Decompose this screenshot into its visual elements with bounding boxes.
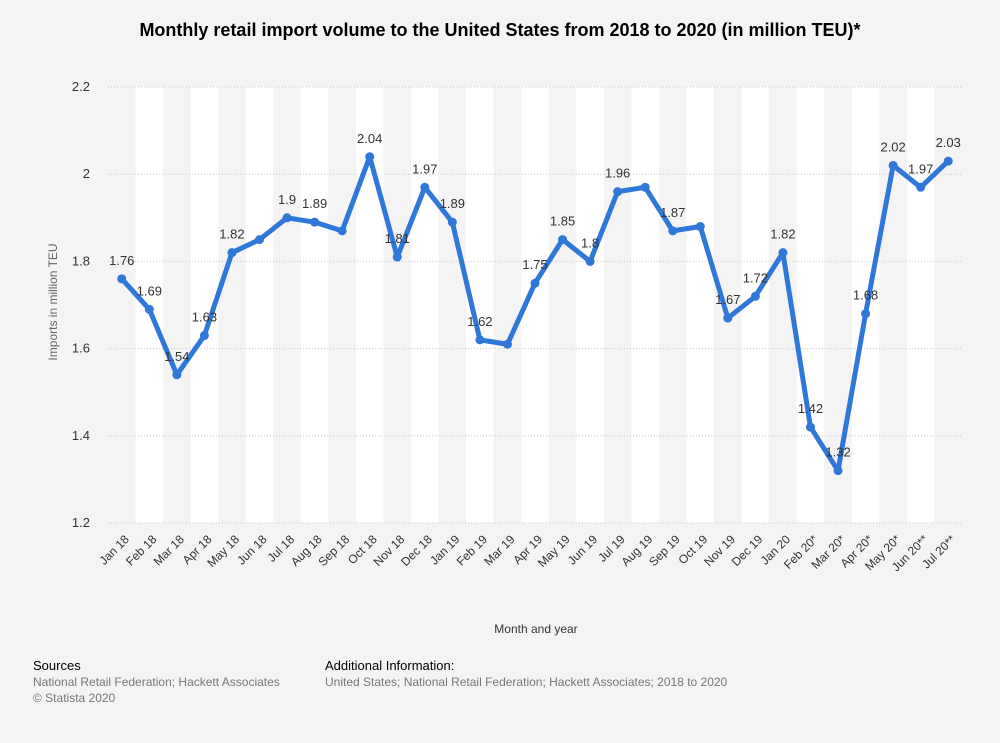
sources-block: Sources National Retail Federation; Hack… <box>33 658 280 706</box>
data-label: 1.89 <box>440 196 465 211</box>
data-point[interactable] <box>337 226 347 236</box>
data-label: 1.82 <box>219 227 244 242</box>
data-point[interactable] <box>778 248 788 258</box>
y-tick-label: 1.2 <box>72 515 90 530</box>
y-axis: 1.2 1.4 1.6 1.8 2 2.2 <box>72 79 90 530</box>
data-point[interactable] <box>833 466 843 476</box>
data-points <box>117 152 953 476</box>
sources-text: National Retail Federation; Hackett Asso… <box>33 675 280 689</box>
data-label: 1.62 <box>467 314 492 329</box>
data-label: 1.32 <box>825 445 850 460</box>
data-point[interactable] <box>585 256 595 266</box>
sources-heading: Sources <box>33 658 81 673</box>
data-label: 2.04 <box>357 131 382 146</box>
x-tick-label: Mar 19 <box>481 532 518 569</box>
plot-band <box>576 87 604 523</box>
plot-band <box>631 87 659 523</box>
additional-info-block: Additional Information: United States; N… <box>325 658 727 690</box>
data-point[interactable] <box>805 422 815 432</box>
plot-band <box>796 87 825 523</box>
data-label: 1.72 <box>743 270 768 285</box>
y-tick-label: 1.4 <box>72 428 90 443</box>
data-label: 1.42 <box>798 401 823 416</box>
data-point[interactable] <box>310 217 320 227</box>
additional-info-heading: Additional Information: <box>325 658 455 673</box>
data-label: 1.67 <box>715 292 740 307</box>
grid-lines <box>108 86 962 524</box>
y-tick-label: 1.8 <box>72 253 90 268</box>
data-point[interactable] <box>750 291 760 301</box>
x-tick-label: Jun 19 <box>565 532 601 568</box>
additional-info-text: United States; National Retail Federatio… <box>325 675 728 689</box>
data-point[interactable] <box>420 182 430 192</box>
data-point[interactable] <box>530 278 540 288</box>
x-tick-label: Sep 19 <box>646 532 683 569</box>
data-label: 1.68 <box>853 288 878 303</box>
data-point[interactable] <box>282 213 292 223</box>
data-point[interactable] <box>172 370 182 380</box>
data-label: 1.81 <box>385 231 410 246</box>
x-axis-title: Month and year <box>494 622 577 636</box>
plot-bands <box>135 87 935 523</box>
data-label: 1.89 <box>302 196 327 211</box>
data-point[interactable] <box>558 235 568 245</box>
plot-band <box>245 87 274 523</box>
data-label: 1.87 <box>660 205 685 220</box>
data-point[interactable] <box>199 331 209 341</box>
data-point[interactable] <box>943 156 953 166</box>
data-point[interactable] <box>916 182 926 192</box>
data-point[interactable] <box>227 248 237 258</box>
x-tick-label: Sep 18 <box>315 532 352 569</box>
data-point[interactable] <box>695 222 705 232</box>
x-tick-label: Dec 19 <box>729 532 766 569</box>
data-label: 2.02 <box>880 139 905 154</box>
chart-title: Monthly retail import volume to the Unit… <box>139 20 861 40</box>
data-point[interactable] <box>255 235 265 245</box>
data-point[interactable] <box>144 304 154 314</box>
y-tick-label: 1.6 <box>72 341 90 356</box>
data-label: 1.8 <box>581 235 599 250</box>
data-point[interactable] <box>723 313 733 323</box>
data-label: 1.85 <box>550 214 575 229</box>
data-point[interactable] <box>861 309 871 319</box>
data-point[interactable] <box>613 187 623 197</box>
data-point[interactable] <box>668 226 678 236</box>
copyright-text: © Statista 2020 <box>33 691 116 705</box>
plot-band <box>411 87 439 523</box>
data-label: 1.75 <box>522 257 547 272</box>
data-point[interactable] <box>447 217 457 227</box>
data-labels: 1.761.69 1.54 1.63 1.82 1.9 1.89 2.04 1.81 1.97 1… <box>109 131 961 460</box>
data-label: 1.82 <box>770 227 795 242</box>
data-point[interactable] <box>392 252 402 262</box>
data-point[interactable] <box>365 152 375 162</box>
y-axis-title: Imports in million TEU <box>46 243 60 360</box>
plot-band <box>906 87 935 523</box>
data-label: 1.96 <box>605 166 630 181</box>
data-point[interactable] <box>502 339 512 349</box>
data-point[interactable] <box>888 160 898 170</box>
plot-band <box>686 87 715 523</box>
data-point[interactable] <box>640 182 650 192</box>
data-label: 1.9 <box>278 192 296 207</box>
y-tick-label: 2.2 <box>72 79 90 94</box>
x-tick-label: Mar 18 <box>151 532 188 569</box>
data-point[interactable] <box>117 274 127 284</box>
data-label: 2.03 <box>936 135 961 150</box>
data-label: 1.69 <box>137 283 162 298</box>
data-label: 1.97 <box>908 161 933 176</box>
data-label: 1.63 <box>192 310 217 325</box>
x-tick-label: Dec 18 <box>398 532 435 569</box>
data-label: 1.97 <box>412 161 437 176</box>
x-tick-label: Jun 18 <box>234 532 270 568</box>
data-point[interactable] <box>475 335 485 345</box>
y-tick-label: 2 <box>83 166 90 181</box>
data-label: 1.54 <box>164 349 189 364</box>
plot-band <box>300 87 329 523</box>
data-label: 1.76 <box>109 253 134 268</box>
